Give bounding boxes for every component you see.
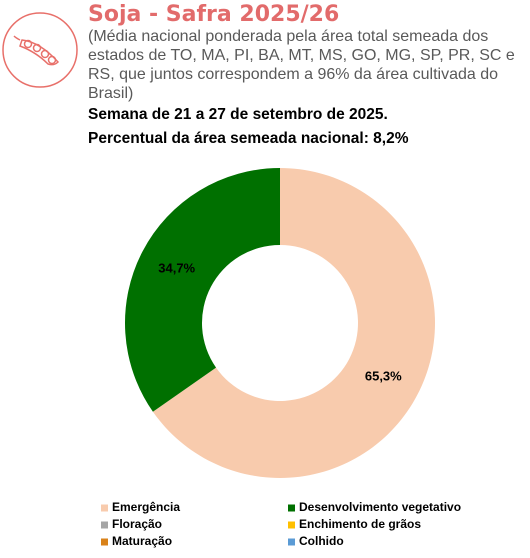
- legend-swatch: [101, 504, 108, 512]
- icon: [2, 12, 78, 88]
- legend-label: Floração: [112, 517, 162, 531]
- legend-label: Enchimento de grãos: [299, 517, 421, 531]
- legend-swatch: [288, 504, 295, 512]
- legend-swatch: [288, 521, 295, 529]
- chart-subtitle: (Média nacional ponderada pela área tota…: [88, 28, 515, 102]
- note: Percentual da área semeada nacional: 8,2…: [88, 130, 409, 147]
- legend-swatch: [288, 538, 295, 546]
- legend-label: Maturação: [112, 534, 172, 548]
- legend-label: Colhido: [299, 534, 344, 548]
- chart-title: Soja - Safra 2025/26: [88, 2, 340, 27]
- note: Semana de 21 a 27 de setembro de 2025.: [88, 106, 388, 123]
- legend-label: Emergência: [112, 500, 180, 514]
- data-label: 65,3%: [365, 368, 402, 383]
- legend-label: Desenvolvimento vegetativo: [299, 500, 461, 514]
- slice: [125, 168, 281, 412]
- legend-swatch: [101, 521, 108, 529]
- slice: [152, 168, 436, 478]
- legend-swatch: [101, 538, 108, 546]
- data-label: 34,7%: [158, 261, 195, 276]
